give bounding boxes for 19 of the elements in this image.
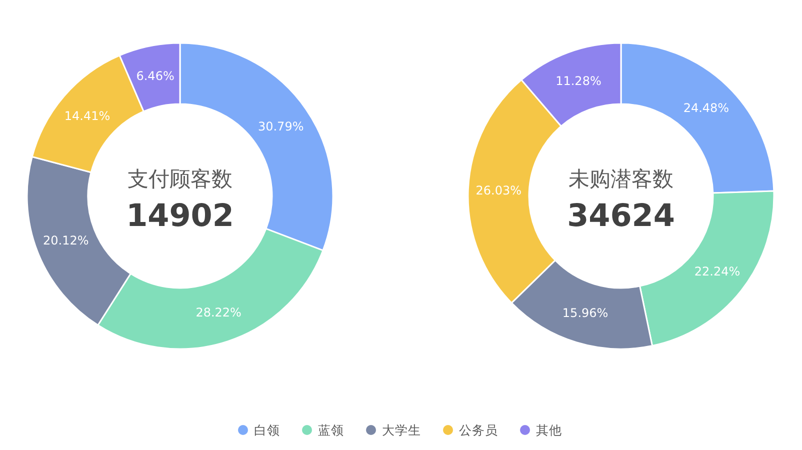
data-label: 6.46%: [136, 69, 174, 84]
data-label: 26.03%: [476, 184, 522, 198]
data-label: 15.96%: [562, 306, 608, 320]
legend-label: 蓝领: [318, 422, 344, 438]
legend-label: 其他: [536, 422, 562, 438]
legend-label: 大学生: [382, 422, 421, 438]
text: 34624: [567, 198, 675, 234]
text: 支付顾客数: [128, 167, 232, 191]
data-label: 30.79%: [258, 119, 304, 134]
text: 未购潜客数: [568, 167, 674, 191]
data-label: 11.28%: [556, 74, 602, 88]
data-label: 24.48%: [683, 100, 730, 115]
data-label: 14.41%: [64, 108, 110, 123]
legend-label: 白领: [254, 422, 280, 438]
data-label: 20.12%: [43, 234, 89, 248]
legend-label: 公务员: [459, 422, 498, 438]
data-label: 28.22%: [196, 305, 242, 320]
text: 14902: [126, 198, 234, 234]
data-label: 22.24%: [694, 264, 740, 279]
